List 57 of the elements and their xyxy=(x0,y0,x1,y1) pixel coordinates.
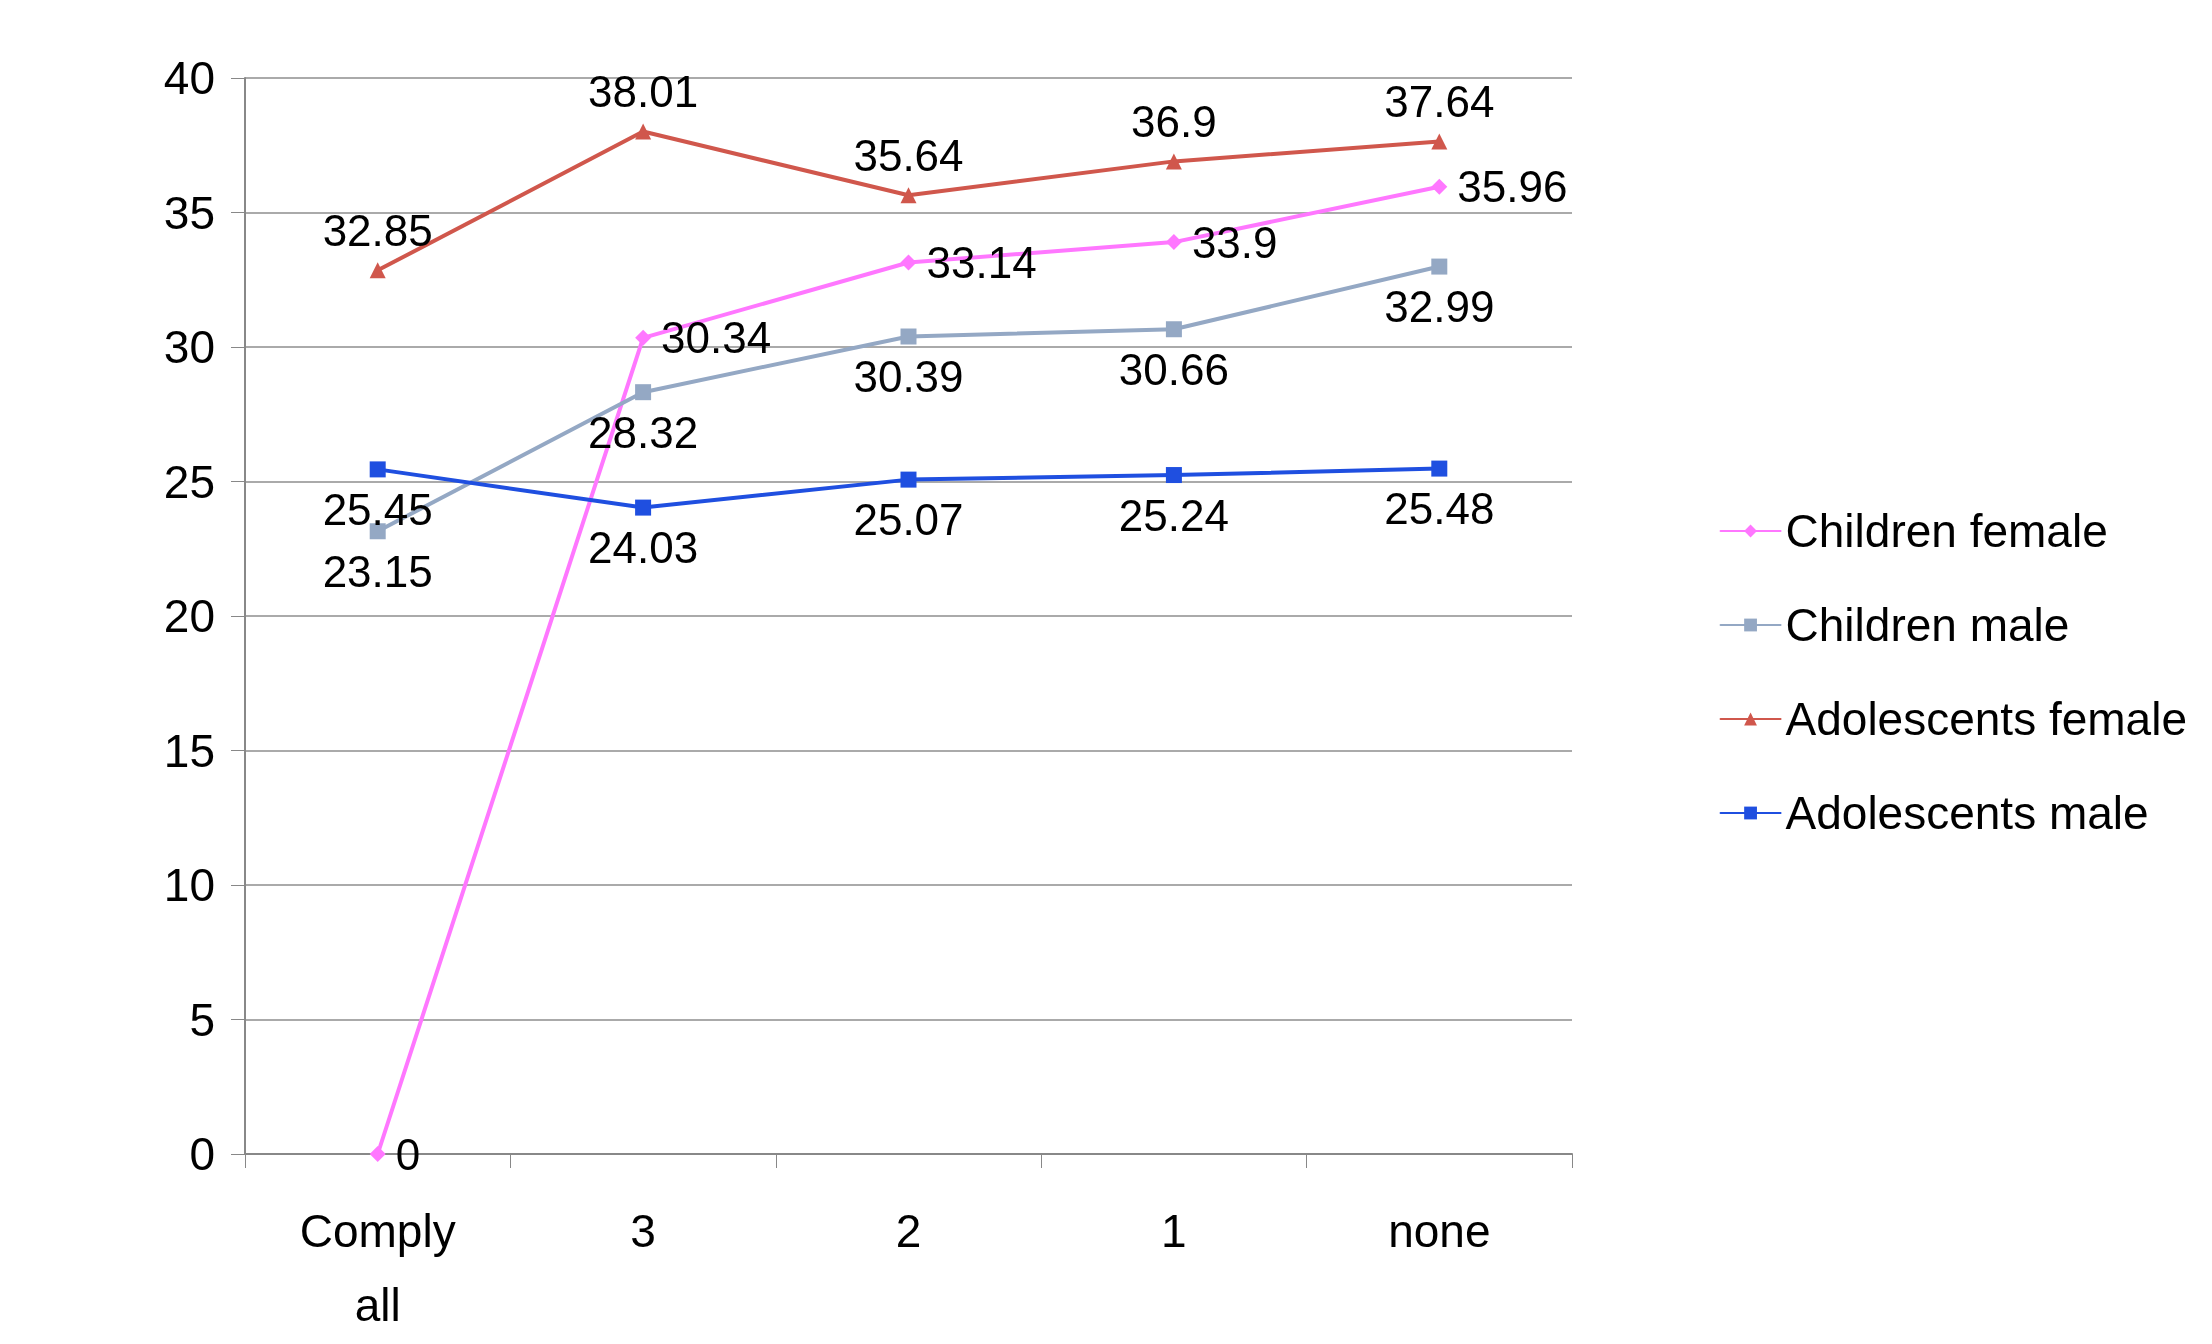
point xyxy=(900,328,917,345)
y-tick-label: 20 xyxy=(163,590,215,642)
x-tick-label: 2 xyxy=(895,1205,922,1257)
point xyxy=(635,384,652,401)
x-tick-label: Comply all xyxy=(299,1205,456,1331)
data-label: 25.48 xyxy=(1384,484,1495,534)
y-tick-label: 15 xyxy=(163,724,215,777)
point xyxy=(1165,234,1182,251)
data-label: 30.66 xyxy=(1118,344,1229,394)
data-label: 25.24 xyxy=(1118,490,1229,540)
y-tick-label: 10 xyxy=(163,859,215,911)
data-label: 38.01 xyxy=(588,67,699,117)
data-label: 28.32 xyxy=(588,407,699,457)
data-label: 23.15 xyxy=(322,546,433,596)
point xyxy=(900,187,917,204)
legend-label: Children male xyxy=(1785,599,2070,651)
data-label: 33.14 xyxy=(926,238,1037,288)
data-label: 0 xyxy=(395,1129,421,1179)
y-tick-label: 35 xyxy=(163,186,215,239)
y-tick-label: 30 xyxy=(163,321,215,373)
point xyxy=(635,123,652,140)
data-label: 30.39 xyxy=(853,352,964,402)
point xyxy=(1165,153,1182,170)
data-label: 33.9 xyxy=(1191,217,1278,267)
data-label: 32.99 xyxy=(1384,282,1495,332)
legend-label: Adolescents male xyxy=(1785,787,2149,839)
point xyxy=(369,461,386,478)
point xyxy=(1165,467,1182,484)
point xyxy=(1165,321,1182,338)
data-label: 36.9 xyxy=(1131,96,1217,146)
point xyxy=(1431,133,1448,150)
y-tick-label: 25 xyxy=(163,455,215,508)
y-tick-label: 5 xyxy=(189,993,215,1046)
x-tick-label: 3 xyxy=(630,1205,656,1257)
legend-label: Children female xyxy=(1785,505,2108,557)
data-label: 24.03 xyxy=(588,523,699,573)
point xyxy=(1431,258,1448,275)
point xyxy=(900,471,917,488)
point xyxy=(369,1146,386,1162)
data-label: 25.45 xyxy=(322,484,433,534)
data-label: 32.85 xyxy=(322,205,433,255)
data-label: 25.07 xyxy=(853,495,964,545)
point xyxy=(1431,460,1448,477)
legend-label: Adolescents female xyxy=(1785,693,2188,745)
point xyxy=(635,329,652,346)
data-label: 30.34 xyxy=(661,313,772,363)
y-tick-label: 40 xyxy=(163,52,215,104)
y-tick-label: 0 xyxy=(189,1128,215,1180)
data-label: 35.64 xyxy=(853,130,964,180)
data-label: 35.96 xyxy=(1457,162,1568,212)
point xyxy=(369,262,386,279)
point xyxy=(635,499,652,516)
x-tick-label: none xyxy=(1388,1205,1491,1257)
point xyxy=(900,254,917,271)
data-label: 37.64 xyxy=(1384,76,1495,126)
x-tick-label: 1 xyxy=(1161,1205,1187,1257)
point xyxy=(1431,178,1448,195)
